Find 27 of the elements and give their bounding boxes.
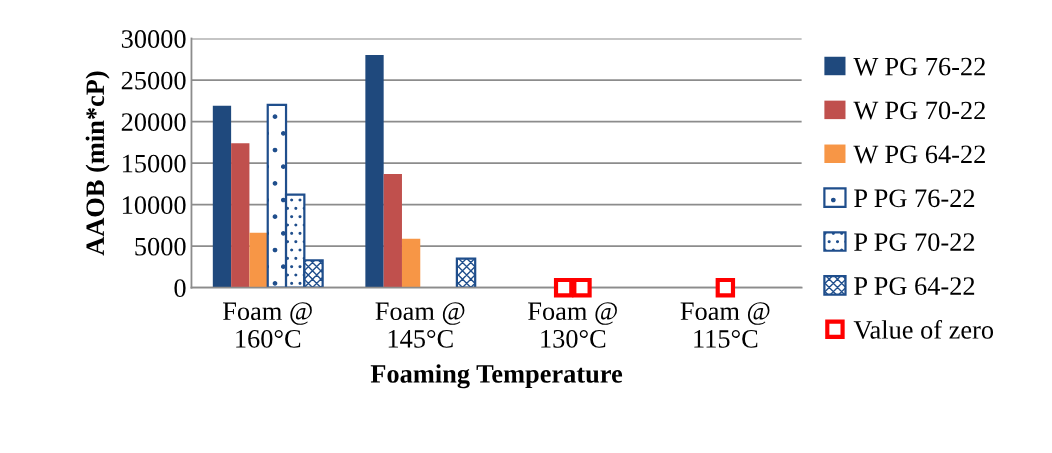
bar: [365, 55, 384, 288]
bar: [249, 232, 268, 288]
x-tick-label: Foam @ 160°C: [222, 302, 312, 348]
y-tick-label: 15000: [122, 154, 186, 173]
bar: [231, 143, 250, 288]
y-tick-label: 10000: [122, 196, 186, 215]
legend-label: P PG 70-22: [854, 233, 975, 252]
x-tick-label: Foam @ 115°C: [680, 302, 770, 348]
x-tick-label: Foam @ 145°C: [375, 302, 465, 348]
bar: [383, 173, 402, 288]
y-axis-title: AAOB (min*cP): [85, 71, 110, 256]
y-tick-label: 30000: [121, 30, 186, 48]
bar: [455, 257, 477, 288]
legend-label: P PG 76-22: [854, 189, 975, 208]
bar: [212, 105, 232, 288]
legend-label: W PG 76-22: [853, 57, 985, 76]
legend-label: W PG 70-22: [853, 101, 985, 120]
y-tick-label: 0: [174, 279, 186, 298]
legend-label: P PG 64-22: [854, 277, 975, 295]
x-axis-title: Foaming Temperature: [370, 364, 623, 389]
legend-label: W PG 64-22: [853, 145, 985, 164]
y-tick-label: 25000: [121, 71, 186, 90]
x-tick-label: Foam @ 130°C: [528, 302, 617, 348]
y-tick-label: 5000: [135, 237, 186, 256]
legend-label: Value of zero: [853, 319, 994, 339]
y-tick-label: 20000: [121, 113, 186, 131]
bar: [401, 238, 421, 288]
